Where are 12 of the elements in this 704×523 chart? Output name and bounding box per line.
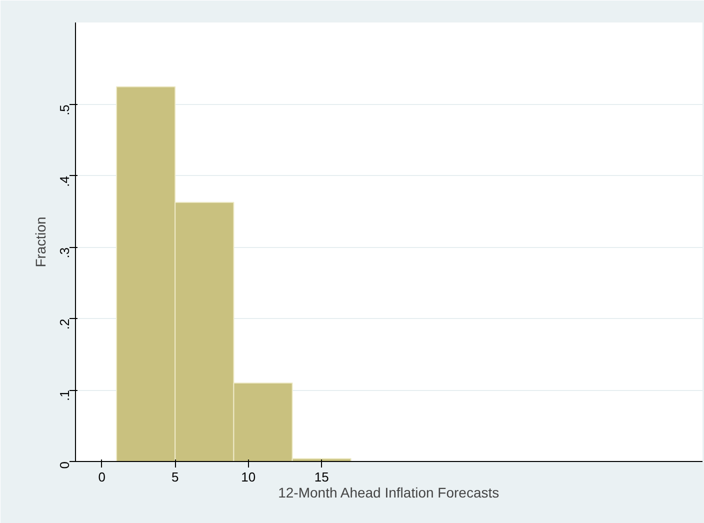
x-tick-label: 0 [98,470,106,484]
x-axis-title: 12-Month Ahead Inflation Forecasts [278,484,500,500]
y-tick-label: .3 [57,247,72,258]
x-tick-label: 10 [241,470,256,484]
y-tick-label: .2 [57,318,72,330]
y-tick-label: 0 [57,461,72,469]
x-tick-label: 15 [314,470,329,484]
y-tick-label: .1 [57,390,72,401]
y-axis-title: Fraction [32,216,48,268]
x-tick-label: 5 [172,470,179,484]
y-tick-label: .4 [57,176,72,187]
y-tick-label: .5 [57,104,72,116]
